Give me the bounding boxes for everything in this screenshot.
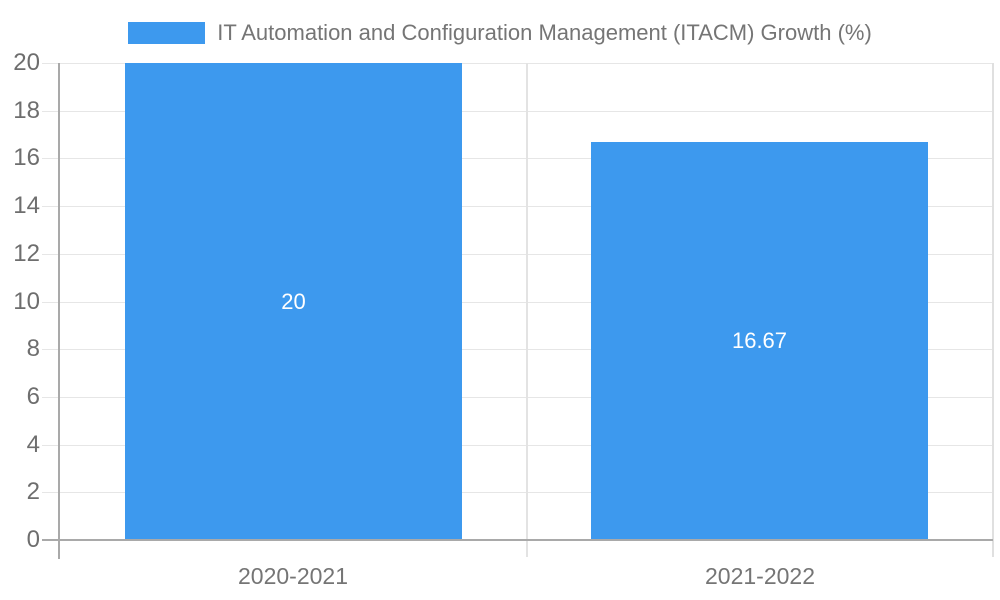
y-tick-mark (42, 158, 60, 159)
y-tick-mark (42, 349, 60, 350)
y-axis-tick-label: 16 (13, 144, 40, 171)
bar-value-label: 16.67 (731, 328, 788, 353)
y-axis-tick-label: 12 (13, 240, 40, 267)
y-axis-tick-label: 0 (26, 526, 40, 553)
y-axis-tick-label: 2 (26, 478, 40, 505)
y-axis-tick-label: 18 (13, 97, 40, 124)
y-tick-mark (42, 302, 60, 303)
y-axis-tick-label: 6 (26, 383, 40, 410)
y-axis-tick-label: 10 (13, 288, 40, 315)
category-divider-line (526, 63, 528, 557)
y-axis-tick-label: 14 (13, 192, 40, 219)
bar-value-label: 20 (281, 288, 306, 314)
legend[interactable]: IT Automation and Configuration Manageme… (0, 21, 1000, 45)
legend-label: IT Automation and Configuration Manageme… (217, 20, 872, 45)
y-tick-mark (42, 397, 60, 398)
x-axis-line (42, 539, 993, 541)
legend-swatch (128, 22, 206, 44)
y-tick-mark (42, 111, 60, 112)
y-axis-tick-label: 8 (26, 335, 40, 362)
y-tick-mark (42, 492, 60, 493)
x-axis-category-label: 2020-2021 (238, 563, 348, 589)
y-tick-mark (42, 206, 60, 207)
y-tick-mark (42, 254, 60, 255)
y-tick-mark (42, 63, 60, 64)
y-axis-line (58, 63, 60, 559)
y-axis-tick-label: 4 (26, 431, 40, 458)
bar-2021-2022[interactable]: 16.67 (591, 142, 928, 540)
y-axis-tick-label: 20 (13, 49, 40, 76)
y-tick-mark (42, 445, 60, 446)
x-axis-category-label: 2021-2022 (705, 563, 815, 589)
plot-right-border (992, 63, 994, 557)
bar-2020-2021[interactable]: 20 (125, 63, 462, 540)
